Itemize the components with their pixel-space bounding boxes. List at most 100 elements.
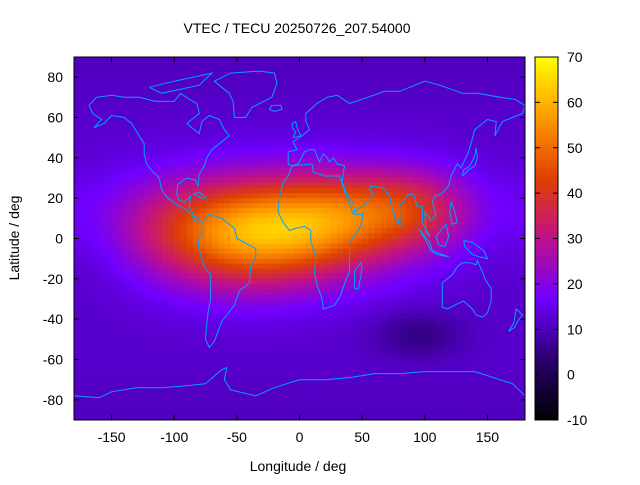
heatmap-cell	[105, 339, 113, 345]
heatmap-cell	[387, 344, 395, 351]
heatmap-cell	[74, 152, 81, 159]
heatmap-cell	[136, 72, 144, 78]
heatmap-cell	[86, 142, 94, 149]
heatmap-cell	[274, 344, 282, 351]
heatmap-cell	[431, 77, 438, 83]
heatmap-cell	[449, 122, 457, 129]
heatmap-cell	[437, 304, 445, 310]
heatmap-cell	[399, 67, 407, 73]
heatmap-cell	[205, 142, 213, 149]
heatmap-cell	[380, 389, 388, 396]
heatmap-cell	[412, 243, 420, 250]
heatmap-cell	[167, 369, 175, 376]
heatmap-cell	[512, 167, 520, 174]
heatmap-cell	[487, 273, 495, 280]
heatmap-cell	[236, 172, 244, 179]
heatmap-cell	[462, 208, 470, 214]
heatmap-cell	[512, 379, 520, 386]
heatmap-cell	[99, 178, 106, 184]
heatmap-cell	[493, 253, 501, 260]
heatmap-cell	[337, 188, 344, 194]
heatmap-cell	[512, 339, 520, 345]
heatmap-cell	[481, 258, 489, 265]
heatmap-cell	[399, 268, 407, 275]
heatmap-cell	[337, 253, 344, 260]
heatmap-cell	[499, 92, 507, 98]
heatmap-cell	[218, 142, 225, 149]
heatmap-cell	[462, 167, 470, 174]
heatmap-cell	[218, 67, 225, 73]
heatmap-cell	[167, 374, 175, 381]
heatmap-cell	[80, 374, 88, 381]
heatmap-cell	[487, 223, 495, 230]
heatmap-cell	[412, 329, 420, 335]
heatmap-cell	[418, 142, 426, 149]
heatmap-cell	[355, 233, 363, 240]
heatmap-cell	[236, 243, 244, 250]
heatmap-cell	[443, 384, 451, 391]
heatmap-cell	[167, 324, 175, 330]
heatmap-cell	[86, 62, 94, 68]
heatmap-cell	[111, 273, 119, 280]
heatmap-cell	[330, 97, 338, 103]
heatmap-cell	[368, 208, 376, 214]
heatmap-cell	[161, 314, 169, 320]
heatmap-cell	[193, 218, 200, 224]
heatmap-cell	[399, 253, 407, 260]
heatmap-cell	[105, 258, 113, 265]
heatmap-cell	[218, 399, 225, 406]
heatmap-cell	[380, 172, 388, 179]
heatmap-cell	[312, 309, 319, 315]
heatmap-cell	[161, 162, 169, 169]
heatmap-cell	[99, 258, 106, 265]
heatmap-cell	[512, 127, 520, 134]
heatmap-cell	[337, 288, 344, 295]
heatmap-cell	[230, 379, 238, 386]
heatmap-cell	[399, 359, 407, 366]
heatmap-cell	[211, 183, 219, 189]
heatmap-cell	[105, 384, 113, 391]
heatmap-cell	[380, 102, 388, 109]
heatmap-cell	[305, 162, 313, 169]
heatmap-cell	[199, 263, 207, 270]
heatmap-cell	[199, 238, 207, 245]
heatmap-cell	[268, 379, 276, 386]
heatmap-cell	[343, 132, 351, 139]
heatmap-cell	[468, 82, 476, 88]
heatmap-cell	[74, 394, 81, 401]
heatmap-cell	[180, 233, 188, 240]
heatmap-cell	[286, 304, 294, 310]
heatmap-cell	[293, 359, 301, 366]
heatmap-cell	[199, 273, 207, 280]
heatmap-cell	[174, 379, 182, 386]
heatmap-cell	[399, 293, 407, 300]
heatmap-cell	[318, 147, 326, 154]
heatmap-cell	[506, 107, 514, 114]
heatmap-cell	[462, 172, 470, 179]
heatmap-cell	[449, 62, 457, 68]
heatmap-cell	[512, 248, 520, 255]
heatmap-cell	[136, 67, 144, 73]
heatmap-cell	[299, 263, 307, 270]
heatmap-cell	[274, 188, 282, 194]
heatmap-cell	[136, 349, 144, 356]
heatmap-cell	[268, 384, 276, 391]
heatmap-cell	[167, 162, 175, 169]
heatmap-cell	[487, 193, 495, 199]
heatmap-cell	[186, 283, 194, 290]
heatmap-cell	[318, 314, 326, 320]
heatmap-cell	[431, 394, 438, 401]
heatmap-cell	[481, 92, 489, 98]
heatmap-cell	[512, 354, 520, 361]
heatmap-cell	[218, 263, 225, 270]
heatmap-cell	[117, 122, 125, 129]
heatmap-cell	[80, 253, 88, 260]
heatmap-cell	[468, 107, 476, 114]
heatmap-cell	[99, 243, 106, 250]
heatmap-cell	[330, 67, 338, 73]
heatmap-cell	[337, 97, 344, 103]
heatmap-cell	[449, 309, 457, 315]
heatmap-cell	[111, 57, 119, 63]
heatmap-cell	[211, 117, 219, 124]
heatmap-cell	[312, 72, 319, 78]
